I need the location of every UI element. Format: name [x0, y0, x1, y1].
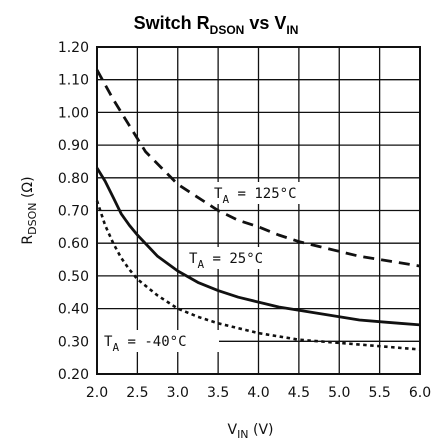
annotation-background	[98, 330, 219, 352]
y-tick-label: 1.10	[58, 73, 89, 89]
x-tick-label: 3.5	[207, 385, 229, 401]
y-tick-label: 0.80	[58, 171, 89, 187]
x-label-main: V	[227, 422, 237, 438]
x-tick-label: 5.0	[328, 385, 350, 401]
y-tick-label: 0.90	[58, 138, 89, 154]
series-annotations: TA = 125°CTA = 25°CTA = -40°C	[98, 182, 330, 354]
y-label-main: R	[20, 235, 36, 245]
annotation-main: T	[214, 186, 223, 202]
annotation-main: T	[104, 334, 113, 350]
annotation-background	[208, 182, 330, 204]
annotation-rest: = -40°C	[119, 334, 186, 350]
y-tick-label: 0.30	[58, 334, 89, 350]
annotation-sub: A	[112, 341, 119, 354]
series-annotation-label: TA = 25°C	[189, 251, 263, 271]
grid-lines	[96, 46, 421, 375]
title-mid-sub: IN	[286, 23, 298, 37]
series-annotation-label: TA = -40°C	[104, 334, 187, 354]
x-tick-label: 6.0	[409, 385, 431, 401]
series-line-solid	[95, 167, 421, 327]
annotation-background	[183, 247, 283, 269]
tick-labels: 2.0 2.5 3.0 3.5 4.0 4.5 5.0 5.5 6.0 0.20 0.30 0.40 0…	[58, 40, 431, 401]
series-line-dashed	[95, 69, 421, 268]
y-tick-label: 0.70	[58, 204, 89, 220]
x-tick-label: 5.5	[368, 385, 390, 401]
x-tick-label: 2.0	[86, 385, 108, 401]
annotation-rest: = 25°C	[204, 251, 263, 267]
x-axis-label: VIN (V)	[227, 422, 273, 441]
y-label-sub: DSON	[26, 203, 39, 235]
x-label-sub: IN	[237, 428, 248, 441]
chart-title: Switch RDSON vs VIN	[134, 13, 299, 37]
y-tick-label: 0.50	[58, 269, 89, 285]
y-axis-label: RDSON (Ω)	[20, 176, 39, 244]
title-mid: vs V	[244, 13, 286, 33]
title-prefix: Switch R	[134, 13, 210, 33]
y-tick-label: 0.20	[58, 367, 89, 383]
y-tick-label: 0.60	[58, 236, 89, 252]
plot-frame	[96, 46, 421, 375]
annotation-rest: = 125°C	[229, 186, 296, 202]
y-label-unit: (Ω)	[20, 176, 36, 202]
x-tick-label: 3.0	[167, 385, 189, 401]
series-line-dotted	[95, 200, 421, 351]
annotation-main: T	[189, 251, 198, 267]
annotation-sub: A	[222, 193, 229, 206]
y-tick-label: 1.00	[58, 105, 89, 121]
series-annotation-label: TA = 125°C	[214, 186, 297, 206]
annotation-sub: A	[197, 258, 204, 271]
x-tick-label: 4.5	[288, 385, 310, 401]
x-label-unit: (V)	[249, 422, 274, 438]
y-tick-label: 1.20	[58, 40, 89, 56]
series-lines	[95, 69, 421, 351]
x-tick-label: 4.0	[247, 385, 269, 401]
x-tick-label: 2.5	[126, 385, 148, 401]
title-prefix-sub: DSON	[210, 23, 245, 37]
y-tick-label: 0.40	[58, 302, 89, 318]
